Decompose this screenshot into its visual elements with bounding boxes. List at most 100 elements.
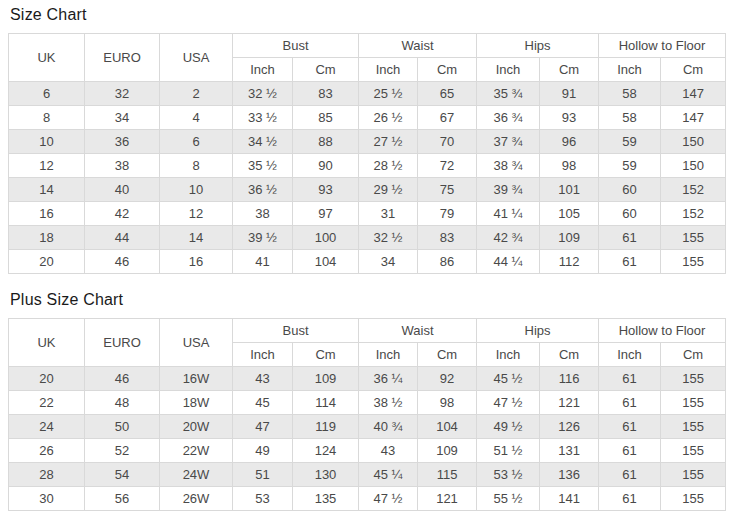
column-subheader-cm: Cm <box>293 343 359 367</box>
table-cell: 114 <box>293 391 359 415</box>
table-row: 1238835 ½9028 ½7238 ¾9859150 <box>9 154 726 178</box>
table-cell: 40 <box>85 178 160 202</box>
table-cell: 47 ½ <box>359 487 418 511</box>
table-cell: 12 <box>9 154 85 178</box>
table-cell: 58 <box>599 106 661 130</box>
table-cell: 65 <box>418 82 477 106</box>
table-cell: 61 <box>599 226 661 250</box>
table-cell: 83 <box>418 226 477 250</box>
table-cell: 34 <box>85 106 160 130</box>
column-group-hollow-to-floor: Hollow to Floor <box>599 34 726 58</box>
table-cell: 42 <box>85 202 160 226</box>
table-cell: 100 <box>293 226 359 250</box>
table-cell: 38 ½ <box>359 391 418 415</box>
table-row: 285424W5113045 ¼11553 ½13661155 <box>9 463 726 487</box>
table-cell: 88 <box>293 130 359 154</box>
table-cell: 43 <box>233 367 293 391</box>
table-cell: 61 <box>599 487 661 511</box>
table-row: 18441439 ½10032 ½8342 ¾10961155 <box>9 226 726 250</box>
column-subheader-inch: Inch <box>233 58 293 82</box>
table-cell: 85 <box>293 106 359 130</box>
table-row: 305626W5313547 ½12155 ½14161155 <box>9 487 726 511</box>
table-cell: 20 <box>9 367 85 391</box>
table-cell: 2 <box>160 82 233 106</box>
table-cell: 101 <box>540 178 599 202</box>
table-cell: 38 <box>85 154 160 178</box>
table-cell: 41 ¼ <box>477 202 540 226</box>
size-chart-title: Size Chart <box>10 6 725 24</box>
table-cell: 150 <box>661 130 726 154</box>
table-cell: 45 ¼ <box>359 463 418 487</box>
column-group-hips: Hips <box>477 34 599 58</box>
table-cell: 119 <box>293 415 359 439</box>
table-cell: 135 <box>293 487 359 511</box>
table-row: 224818W4511438 ½9847 ½12161155 <box>9 391 726 415</box>
table-cell: 43 <box>359 439 418 463</box>
table-cell: 48 <box>85 391 160 415</box>
table-cell: 26 ½ <box>359 106 418 130</box>
table-cell: 45 ½ <box>477 367 540 391</box>
column-subheader-inch: Inch <box>599 58 661 82</box>
table-cell: 45 <box>233 391 293 415</box>
column-header-euro: EURO <box>85 34 160 82</box>
column-subheader-cm: Cm <box>293 58 359 82</box>
table-cell: 115 <box>418 463 477 487</box>
table-cell: 26 <box>9 439 85 463</box>
table-cell: 26W <box>160 487 233 511</box>
column-group-bust: Bust <box>233 319 359 343</box>
table-cell: 105 <box>540 202 599 226</box>
column-group-waist: Waist <box>359 319 477 343</box>
table-cell: 38 ¾ <box>477 154 540 178</box>
table-cell: 155 <box>661 250 726 274</box>
table-cell: 47 ½ <box>477 391 540 415</box>
table-cell: 29 ½ <box>359 178 418 202</box>
column-group-waist: Waist <box>359 34 477 58</box>
table-cell: 8 <box>9 106 85 130</box>
table-row: 20461641104348644 ¼11261155 <box>9 250 726 274</box>
table-cell: 40 ¾ <box>359 415 418 439</box>
table-cell: 91 <box>540 82 599 106</box>
table-cell: 35 ¾ <box>477 82 540 106</box>
column-subheader-inch: Inch <box>233 343 293 367</box>
table-cell: 109 <box>293 367 359 391</box>
table-cell: 126 <box>540 415 599 439</box>
table-cell: 147 <box>661 106 726 130</box>
table-cell: 93 <box>540 106 599 130</box>
table-cell: 121 <box>540 391 599 415</box>
table-cell: 112 <box>540 250 599 274</box>
table-cell: 116 <box>540 367 599 391</box>
table-cell: 141 <box>540 487 599 511</box>
table-cell: 14 <box>9 178 85 202</box>
table-cell: 61 <box>599 415 661 439</box>
column-subheader-inch: Inch <box>477 343 540 367</box>
table-cell: 25 ½ <box>359 82 418 106</box>
table-cell: 70 <box>418 130 477 154</box>
table-cell: 150 <box>661 154 726 178</box>
table-row: 204616W4310936 ¼9245 ½11661155 <box>9 367 726 391</box>
table-cell: 61 <box>599 367 661 391</box>
table-cell: 53 ½ <box>477 463 540 487</box>
table-cell: 38 <box>233 202 293 226</box>
table-cell: 67 <box>418 106 477 130</box>
table-cell: 47 <box>233 415 293 439</box>
table-cell: 98 <box>418 391 477 415</box>
table-cell: 61 <box>599 250 661 274</box>
column-subheader-inch: Inch <box>599 343 661 367</box>
table-cell: 96 <box>540 130 599 154</box>
table-cell: 155 <box>661 439 726 463</box>
table-cell: 52 <box>85 439 160 463</box>
table-cell: 147 <box>661 82 726 106</box>
table-cell: 121 <box>418 487 477 511</box>
table-cell: 104 <box>418 415 477 439</box>
plus-size-chart-table: UKEUROUSABustWaistHipsHollow to FloorInc… <box>8 318 726 511</box>
column-subheader-cm: Cm <box>661 343 726 367</box>
table-cell: 36 ¼ <box>359 367 418 391</box>
column-group-bust: Bust <box>233 34 359 58</box>
table-cell: 109 <box>418 439 477 463</box>
table-cell: 8 <box>160 154 233 178</box>
table-cell: 4 <box>160 106 233 130</box>
column-subheader-cm: Cm <box>418 343 477 367</box>
table-cell: 6 <box>160 130 233 154</box>
table-cell: 42 ¾ <box>477 226 540 250</box>
table-cell: 44 <box>85 226 160 250</box>
